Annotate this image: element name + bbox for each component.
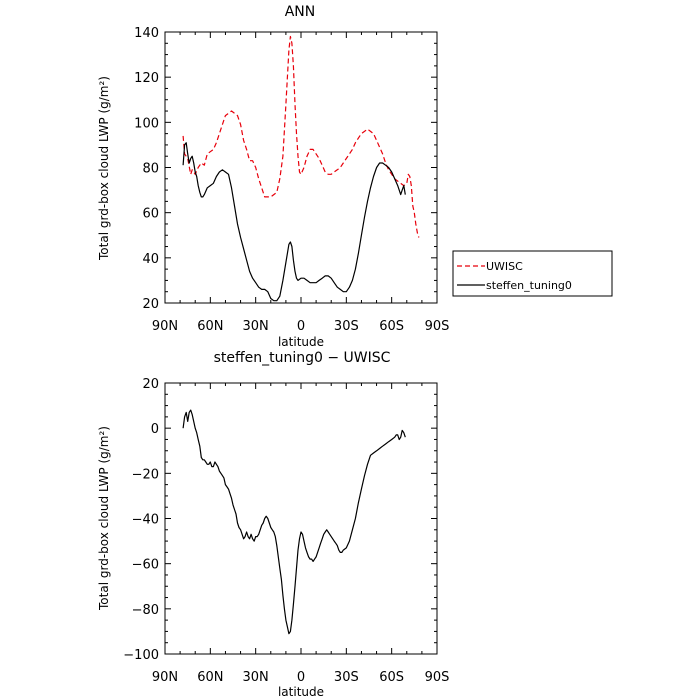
x-tick-label: 90N xyxy=(152,319,178,334)
bottom-chart-plot-frame xyxy=(164,382,438,655)
top-chart-y-axis-label: Total grd-box cloud LWP (g/m²) xyxy=(97,76,111,261)
x-tick-label: 30N xyxy=(243,670,269,685)
y-tick-label: −80 xyxy=(132,603,159,618)
x-tick-label: 0 xyxy=(297,670,305,685)
y-tick-label: 120 xyxy=(134,71,159,86)
legend-label-steffen: steffen_tuning0 xyxy=(486,279,572,292)
top-chart-title: ANN xyxy=(285,4,316,20)
top-chart-x-ticks: 90N 60N 30N 0 30S 60S 90S xyxy=(152,32,450,334)
x-tick-label: 60N xyxy=(197,670,223,685)
x-tick-label: 90S xyxy=(425,319,450,334)
legend-label-uwisc: UWISC xyxy=(486,260,523,273)
x-tick-label: 90N xyxy=(152,670,178,685)
series-line-difference-series xyxy=(182,409,406,635)
y-tick-label: −100 xyxy=(123,648,159,663)
y-tick-label: −20 xyxy=(132,467,159,482)
bottom-chart: steffen_tuning0 − UWISC −100 −80 −60 −40 −20… xyxy=(97,350,449,699)
bottom-chart-y-axis-label: Total grd-box cloud LWP (g/m²) xyxy=(97,426,111,611)
x-tick-label: 30S xyxy=(334,670,359,685)
y-tick-label: 0 xyxy=(151,422,159,437)
y-tick-label: 80 xyxy=(142,162,159,177)
legend-box xyxy=(452,250,613,297)
y-tick-label: 100 xyxy=(134,116,159,131)
bottom-chart-x-ticks: 90N 60N 30N 0 30S 60S 90S xyxy=(152,383,450,685)
legend: UWISC steffen_tuning0 xyxy=(452,250,613,297)
x-tick-label: 60S xyxy=(379,319,404,334)
x-tick-label: 90S xyxy=(425,670,450,685)
y-tick-label: 20 xyxy=(142,377,159,392)
series-line-uwisc xyxy=(182,35,420,238)
bottom-chart-x-axis-label: latitude xyxy=(278,685,324,699)
y-tick-label: 20 xyxy=(142,297,159,312)
y-tick-label: 60 xyxy=(142,207,159,222)
y-tick-label: 140 xyxy=(134,26,159,41)
top-chart-series xyxy=(182,35,420,302)
top-chart-x-axis-label: latitude xyxy=(278,335,324,349)
top-chart-plot-frame xyxy=(164,31,438,304)
x-tick-label: 30S xyxy=(334,319,359,334)
bottom-chart-y-ticks: −100 −80 −60 −40 −20 0 20 xyxy=(123,377,437,663)
x-tick-label: 60N xyxy=(197,319,223,334)
x-tick-label: 0 xyxy=(297,319,305,334)
y-tick-label: −60 xyxy=(132,558,159,573)
y-tick-label: 40 xyxy=(142,252,159,267)
bottom-chart-series xyxy=(182,409,406,635)
x-tick-label: 60S xyxy=(379,670,404,685)
bottom-chart-title: steffen_tuning0 − UWISC xyxy=(214,350,391,366)
series-line-steffen-tuning0 xyxy=(182,142,406,302)
x-tick-label: 30N xyxy=(243,319,269,334)
y-tick-label: −40 xyxy=(132,513,159,528)
top-chart-y-ticks: 20 40 60 80 100 120 140 xyxy=(134,26,437,312)
